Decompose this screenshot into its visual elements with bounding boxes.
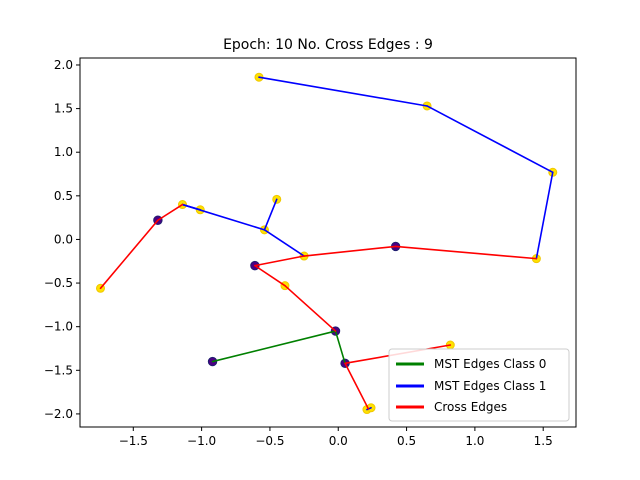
x-tick-label: 0.0	[329, 434, 348, 448]
cross-edge	[284, 284, 337, 332]
legend-label-class0: MST Edges Class 0	[434, 357, 546, 371]
cross-edge	[254, 264, 286, 287]
mst-edge-class0	[211, 330, 337, 363]
y-tick-label: −2.0	[44, 407, 73, 421]
mst-edge-class1	[181, 203, 202, 211]
y-tick-label: 1.5	[54, 102, 73, 116]
mst-edge-class1	[263, 198, 278, 231]
mst-edge-class1	[535, 171, 554, 260]
y-tick-label: −0.5	[44, 276, 73, 290]
cross-edge	[157, 203, 184, 222]
legend-label-class1: MST Edges Class 1	[434, 379, 546, 393]
cross-edge	[394, 245, 538, 260]
chart-title: Epoch: 10 No. Cross Edges : 9	[223, 37, 433, 53]
legend-label-cross: Cross Edges	[434, 400, 507, 414]
cross-edge	[303, 245, 397, 257]
legend-box	[388, 348, 570, 422]
cross-edge	[344, 362, 370, 410]
y-tick-label: −1.0	[44, 320, 73, 334]
legend: MST Edges Class 0 MST Edges Class 1 Cros…	[388, 348, 570, 422]
x-tick-label: −1.5	[119, 434, 148, 448]
axes-frame	[79, 57, 577, 428]
x-tick-label: −1.0	[187, 434, 216, 448]
x-tick-label: 0.5	[397, 434, 416, 448]
mst-edge-class0	[334, 330, 346, 365]
mst-edge-class1	[263, 229, 305, 257]
y-tick-label: 1.0	[54, 145, 73, 159]
plot-area: −1.5 −1.0 −0.5 0.0 0.5 1.0 1.5 2.0 1.5 1.0 0.5 0.0 −…	[44, 57, 577, 448]
mst-edge-class1	[258, 76, 428, 107]
mst-edge-class1	[426, 105, 554, 174]
cross-edge	[99, 219, 159, 290]
y-tick-label: −1.5	[44, 363, 73, 377]
x-tick-label: 1.0	[465, 434, 484, 448]
cross-edge	[254, 255, 305, 267]
y-tick-label: 2.0	[54, 58, 73, 72]
y-tick-label: 0.5	[54, 189, 73, 203]
x-tick-label: 1.5	[534, 434, 553, 448]
x-tick-label: −0.5	[255, 434, 284, 448]
y-tick-label: 0.0	[54, 232, 73, 246]
